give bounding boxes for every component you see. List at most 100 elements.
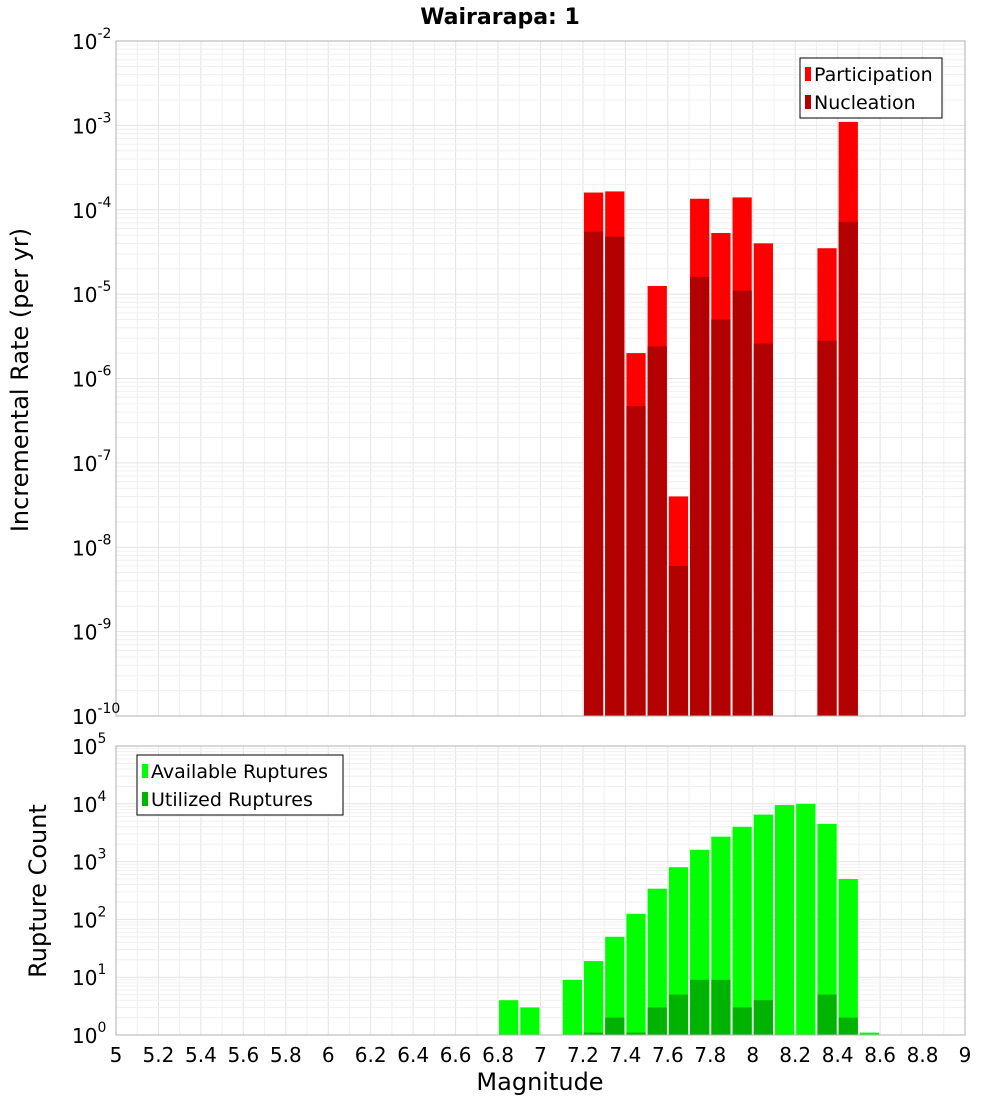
bottom-bar [626,913,646,1035]
y-tick-base: 10 [72,966,97,990]
bottom-bar [668,994,689,1035]
top-y-tick-label: 10-6 [72,364,112,392]
x-tick-label: 6.4 [397,1043,429,1067]
y-tick-base: 10 [72,735,97,759]
x-tick-label: 8.4 [822,1043,854,1067]
bottom-legend-swatch [142,792,148,806]
top-bar [753,343,773,716]
top-y-tick-label: 10-9 [72,617,111,645]
y-tick-base: 10 [72,793,97,817]
bottom-bar [690,979,710,1035]
y-tick-base: 10 [72,705,97,729]
y-tick-base: 10 [72,908,97,932]
x-tick-label: 6.8 [482,1043,514,1067]
x-tick-label: 5.8 [270,1043,302,1067]
bottom-bar [774,805,795,1035]
top-bar [817,340,837,716]
top-bar [605,236,625,716]
bottom-y-tick-label: 103 [72,847,106,875]
bottom-y-axis-title: Rupture Count [24,804,52,978]
x-tick-label: 8.2 [779,1043,811,1067]
x-tick-label: 7.4 [609,1043,641,1067]
y-tick-base: 10 [72,114,97,138]
top-y-tick-label: 10-8 [72,532,111,560]
bottom-bar [647,1007,667,1035]
bottom-bar [520,1007,540,1035]
y-tick-exponent: 4 [97,789,106,805]
bottom-bar [647,888,667,1035]
y-tick-base: 10 [72,452,97,476]
y-tick-base: 10 [72,283,97,307]
top-y-axis-title: Incremental Rate (per yr) [6,228,34,532]
x-tick-label: 8 [746,1043,759,1067]
y-tick-base: 10 [72,30,97,54]
x-axis-title: Magnitude [476,1068,603,1096]
chart-title: Wairarapa: 1 [420,5,580,30]
top-y-tick-label: 10-10 [72,701,120,729]
x-tick-label: 5.4 [185,1043,217,1067]
top-bar [626,406,646,716]
top-bar [690,276,710,716]
y-tick-base: 10 [72,368,97,392]
y-tick-exponent: 0 [97,1020,106,1036]
y-tick-base: 10 [72,199,97,223]
bottom-bar [838,878,858,1035]
x-tick-label: 7.6 [652,1043,684,1067]
bottom-bar [583,1032,604,1035]
x-tick-label: 7 [534,1043,547,1067]
y-tick-exponent: 2 [97,904,106,920]
x-tick-label: 9 [959,1043,972,1067]
bottom-bar [838,1017,858,1035]
labels: 5 5.2 5.4 5.6 5.8 6 6.2 6.4 6.6 6.8 7 7.2 7.4 7.6 7.8 8… [6,5,971,1096]
bottom-legend-swatch [142,764,148,778]
y-tick-exponent: 1 [97,962,106,978]
y-tick-exponent: -3 [97,110,111,126]
top-y-tick-label: 10-2 [72,26,111,54]
top-bar [732,290,752,716]
top-y-tick-label: 10-7 [72,448,111,476]
bottom-bar [796,803,816,1035]
bottom-y-tick-label: 100 [72,1020,106,1048]
bottom-bar [817,994,837,1035]
y-tick-exponent: -9 [97,617,111,633]
top-legend: Participation Nucleation [799,57,943,119]
top-bar [668,565,689,716]
y-tick-base: 10 [72,536,97,560]
y-tick-exponent: 3 [97,847,106,863]
y-tick-base: 10 [72,851,97,875]
y-tick-exponent: -10 [97,701,120,717]
top-bar [583,231,604,716]
x-tick-label: 7.8 [694,1043,726,1067]
bottom-bar [732,826,752,1035]
bottom-bar [562,979,582,1035]
x-tick-label: 6.6 [440,1043,472,1067]
y-tick-exponent: -2 [97,26,111,42]
top-legend-box [799,57,943,119]
bottom-series-1 [583,979,858,1035]
y-tick-exponent: -5 [97,279,111,295]
top-legend-label: Nucleation [814,92,916,114]
y-tick-exponent: -6 [97,364,111,380]
bottom-legend-box [136,754,344,816]
bottom-bar [732,1007,752,1035]
x-tick-label: 8.8 [907,1043,939,1067]
top-legend-swatch [805,95,811,109]
x-ticks: 5 5.2 5.4 5.6 5.8 6 6.2 6.4 6.6 6.8 7 7.2 7.4 7.6 7.8 8… [110,1043,972,1067]
top-bar [838,221,858,716]
top-legend-label: Participation [814,64,933,86]
y-tick-exponent: -7 [97,448,111,464]
y-tick-base: 10 [72,621,97,645]
bottom-bar [605,936,625,1035]
bottom-y-tick-label: 105 [72,731,106,759]
bottom-bar [753,1000,773,1035]
bottom-bar [583,961,604,1035]
bottom-bar [605,1017,625,1035]
bottom-legend-label: Utilized Ruptures [151,789,313,811]
bottom-bar [711,979,731,1035]
x-tick-label: 7.2 [567,1043,599,1067]
x-tick-label: 6.2 [355,1043,387,1067]
bottom-bar [626,1032,646,1035]
